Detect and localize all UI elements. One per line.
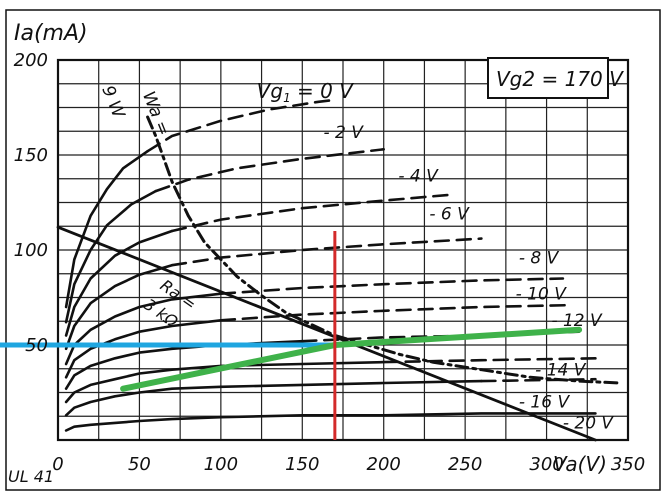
grid-curve-solid [64, 189, 157, 324]
x-tick-label: 250 [448, 454, 482, 475]
curve-label-part: - 8 V [519, 248, 560, 268]
curve-label-part: - 12 V [551, 311, 603, 331]
x-tick-label: 100 [204, 454, 238, 475]
curve-label-part: - 2 V [323, 123, 364, 143]
load-line-path [56, 225, 597, 442]
y-tick-label: 100 [14, 240, 48, 261]
plate-dissipation-curve [146, 115, 622, 385]
grid-curve-dashed [154, 148, 385, 193]
grid-curve-dashed [146, 98, 337, 153]
grid-curve-dashed [170, 193, 451, 233]
operating-point-markers [0, 231, 583, 440]
x-tick-label: 50 [128, 454, 151, 475]
curve-label: Vg1 = 0 V [257, 79, 355, 105]
curve-label-part: - 20 V [563, 414, 615, 434]
outer-frame [5, 9, 661, 491]
x-tick-label: 0 [52, 454, 63, 475]
curve-label: - 20 V [563, 414, 615, 434]
curve-label-part: 1 [283, 91, 291, 105]
x-axis-label: Va(V) [553, 452, 607, 476]
curve-label-part: - 16 V [519, 393, 571, 413]
curve-label-part: = 0 V [291, 79, 355, 103]
screen-voltage-box [487, 57, 609, 99]
x-tick-label: 150 [285, 454, 319, 475]
grid-curve-solid [64, 379, 483, 417]
grid-curve-solid [64, 229, 174, 337]
curve-label: - 2 V [323, 123, 364, 143]
grid-curve-solid [64, 263, 174, 351]
y-tick-label: 150 [14, 145, 48, 166]
plot-frame [56, 58, 630, 442]
curve-label: - 10 V [516, 284, 568, 304]
grid-curve-dashed [170, 237, 483, 267]
curve-label-part: - 6 V [429, 205, 470, 225]
grid-curve-dashed [382, 357, 597, 364]
curve-label-part: - 14 V [535, 360, 587, 380]
grid-curve-dashed [219, 277, 565, 295]
load-line [56, 225, 597, 442]
curve-label: - 6 V [429, 205, 470, 225]
tube-type-label: UL 41 [8, 467, 54, 486]
screen-voltage-label: Vg2 = 170 V [496, 67, 624, 91]
grid-curve-dashed [219, 303, 573, 322]
tick-labels: 0 50 100 150 200 250 300 350 50 100 150 200 [14, 50, 646, 475]
grid-curve-solid [64, 149, 149, 309]
y-axis-label: Ia(mA) [14, 21, 88, 46]
grid-curve-solid [64, 319, 223, 379]
curve-label: - 8 V [519, 248, 560, 268]
y-tick-label: 200 [14, 50, 48, 71]
grid-curve-solid [64, 412, 597, 432]
grid [56, 58, 630, 442]
x-tick-label: 200 [367, 454, 401, 475]
grid-curve-solid [64, 360, 385, 404]
curve-label: - 12 V [551, 311, 603, 331]
curve-label: - 14 V [535, 360, 587, 380]
curve-label: - 4 V [398, 167, 439, 187]
curve-label: - 16 V [519, 393, 571, 413]
curve-label-part: - 10 V [516, 284, 568, 304]
y-tick-label: 50 [25, 335, 48, 356]
x-tick-label: 300 [529, 454, 563, 475]
grid-curve-dashed [480, 377, 597, 383]
dissipation-curve-line [146, 115, 622, 385]
curve-label-part: Vg [257, 79, 283, 103]
x-tick-label: 350 [611, 454, 645, 475]
curve-label-part: - 4 V [398, 167, 439, 187]
